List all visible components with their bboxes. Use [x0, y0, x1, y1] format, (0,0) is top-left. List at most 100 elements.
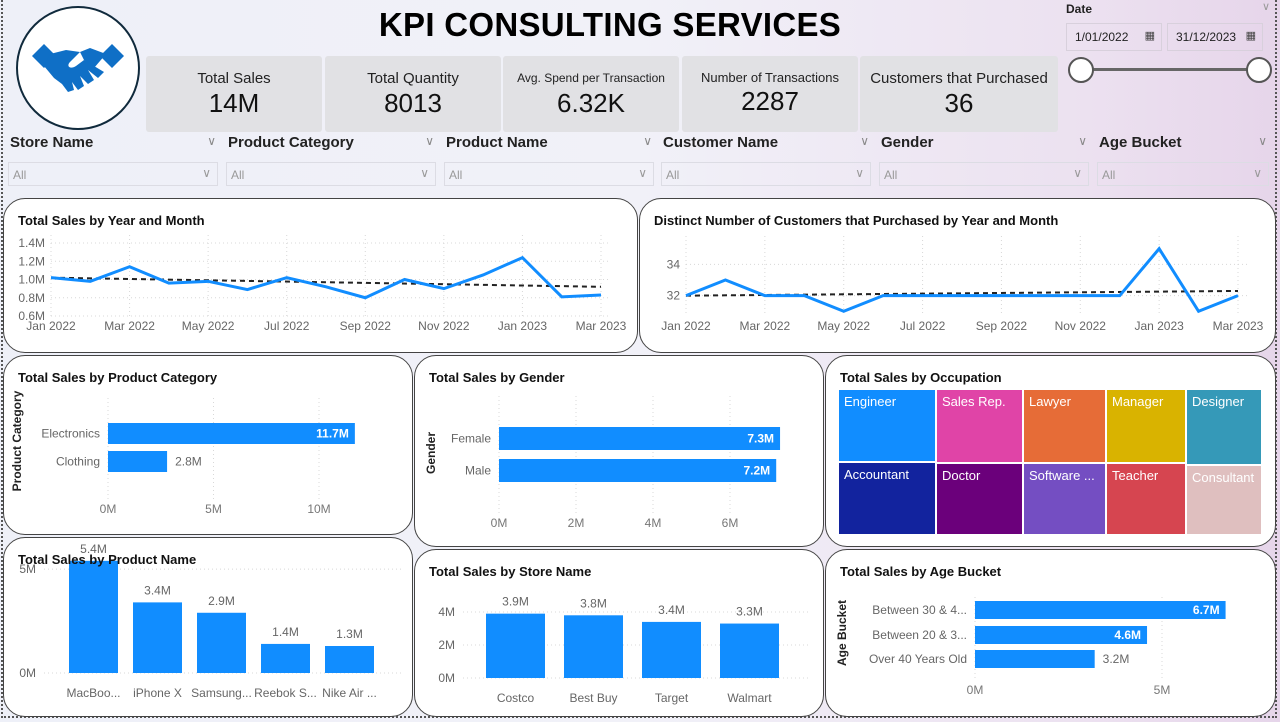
treemap: Engineer Accountant Sales Rep. Doctor Lawyer… — [838, 389, 1262, 535]
date-range-start-handle[interactable] — [1068, 57, 1094, 83]
bar — [108, 423, 355, 444]
column-chart-svg: 0M 2M 4M 3.9M Costco 3.8M Best Buy 3.4M Target 3.… — [438, 595, 810, 705]
chart-sales-by-occupation[interactable]: Total Sales by Occupation Engineer Accoun… — [825, 355, 1276, 547]
x-tick-label: Jul 2022 — [264, 319, 310, 333]
treemap-cell[interactable]: Sales Rep. — [936, 389, 1023, 463]
slicer-dropdown[interactable]: All ∨ — [8, 162, 218, 186]
category-label: Walmart — [727, 691, 772, 705]
chart-sales-by-age[interactable]: Total Sales by Age Bucket 0M 5M Age Bucket… — [825, 549, 1276, 717]
x-tick-label: Mar 2023 — [576, 319, 627, 333]
data-label: 5.4M — [80, 542, 107, 556]
bar — [499, 427, 781, 450]
slicer-customer-name: Customer Name ∨ All ∨ — [661, 132, 871, 190]
chevron-down-icon[interactable]: ∨ — [1258, 134, 1267, 148]
date-range-track[interactable] — [1080, 68, 1258, 71]
start-date-input[interactable]: 1/01/2022 ▦ — [1066, 23, 1162, 51]
calendar-icon[interactable]: ▦ — [1144, 30, 1155, 42]
data-label: 3.8M — [580, 596, 607, 610]
kpi-avg-spend: Avg. Spend per Transaction 6.32K — [503, 56, 679, 132]
chart-sales-by-category[interactable]: Total Sales by Product Category 0M 5M 10M P… — [3, 355, 413, 535]
kpi-value: 8013 — [384, 88, 442, 118]
chevron-down-icon: ∨ — [1073, 166, 1082, 180]
y-tick-label: 0M — [438, 671, 455, 685]
slicer-dropdown[interactable]: All ∨ — [1097, 162, 1269, 186]
chart-sales-by-month[interactable]: Total Sales by Year and Month 0.6M 0.8M 1.… — [3, 198, 638, 353]
handshake-icon — [32, 44, 124, 92]
x-tick-label: Mar 2023 — [1213, 319, 1264, 333]
treemap-cell[interactable]: Teacher — [1106, 463, 1186, 535]
y-tick-label: 0.6M — [18, 309, 45, 323]
chart-title: Total Sales by Year and Month — [18, 213, 205, 228]
chevron-down-icon[interactable]: ∨ — [207, 134, 216, 148]
data-label: 4.6M — [1114, 628, 1141, 642]
chart-title: Total Sales by Gender — [429, 370, 565, 385]
date-range-end-handle[interactable] — [1246, 57, 1272, 83]
category-label: Over 40 Years Old — [869, 652, 967, 666]
x-tick-label: May 2022 — [182, 319, 235, 333]
chevron-down-icon[interactable]: ∨ — [1261, 1, 1270, 13]
slicer-dropdown[interactable]: All ∨ — [226, 162, 436, 186]
bar — [975, 601, 1226, 619]
chart-title: Total Sales by Store Name — [429, 564, 592, 579]
bar — [197, 612, 246, 673]
chart-customers-by-month[interactable]: Distinct Number of Customers that Purcha… — [639, 198, 1276, 353]
y-tick-label: 0M — [19, 666, 36, 680]
y-tick-label: 34 — [667, 257, 681, 271]
chevron-down-icon: ∨ — [1253, 166, 1262, 180]
chevron-down-icon: ∨ — [855, 166, 864, 180]
slicer-age-bucket: Age Bucket ∨ All ∨ — [1097, 132, 1269, 190]
kpi-customers: Customers that Purchased 36 — [860, 56, 1058, 132]
treemap-cell[interactable]: Lawyer — [1023, 389, 1106, 463]
calendar-icon[interactable]: ▦ — [1245, 30, 1256, 42]
data-label: 7.3M — [747, 432, 774, 446]
chevron-down-icon[interactable]: ∨ — [1078, 134, 1087, 148]
category-label: Between 30 & 4... — [872, 603, 967, 617]
end-date-input[interactable]: 31/12/2023 ▦ — [1167, 23, 1263, 51]
chart-title: Distinct Number of Customers that Purcha… — [654, 213, 1059, 228]
bar — [108, 451, 168, 472]
x-tick-label: Jan 2022 — [26, 319, 76, 333]
kpi-value: 6.32K — [557, 88, 625, 118]
x-tick-label: Sep 2022 — [976, 319, 1028, 333]
company-logo — [16, 6, 140, 130]
bar — [642, 621, 701, 678]
kpi-value: 36 — [944, 88, 974, 118]
chevron-down-icon[interactable]: ∨ — [643, 134, 652, 148]
y-axis-title: Product Category — [10, 390, 24, 491]
chart-sales-by-gender[interactable]: Total Sales by Gender 0M 2M 4M 6M Gender Fema… — [414, 355, 824, 547]
date-slicer-label: Date — [1066, 2, 1093, 16]
x-tick-label: 0M — [100, 502, 117, 516]
slicer-value: All — [231, 168, 245, 182]
chevron-down-icon[interactable]: ∨ — [860, 134, 869, 148]
treemap-cell[interactable]: Software ... — [1023, 463, 1106, 535]
slicer-dropdown[interactable]: All ∨ — [879, 162, 1089, 186]
data-label: 3.4M — [144, 583, 171, 597]
chevron-down-icon[interactable]: ∨ — [425, 134, 434, 148]
slicer-label: Customer Name — [663, 134, 779, 151]
chart-title: Total Sales by Product Category — [18, 370, 218, 385]
slicer-dropdown[interactable]: All ∨ — [661, 162, 871, 186]
bar-chart-svg: 0M 2M 4M 6M Gender Female 7.3M Male 7.2M — [424, 396, 781, 530]
treemap-cell[interactable]: Accountant — [838, 462, 936, 535]
bar — [720, 623, 779, 678]
slicer-label: Store Name — [10, 134, 94, 151]
x-tick-label: 2M — [568, 516, 585, 530]
y-tick-label: 1.0M — [18, 273, 45, 287]
treemap-cell[interactable]: Manager — [1106, 389, 1186, 463]
treemap-cell[interactable]: Designer — [1186, 389, 1262, 465]
treemap-cell[interactable]: Engineer — [838, 389, 936, 462]
data-label: 3.9M — [502, 595, 529, 609]
slicer-label: Product Name — [446, 134, 548, 151]
date-slicer: Date ∨ 1/01/2022 ▦ 31/12/2023 ▦ — [1062, 0, 1276, 130]
bar — [975, 650, 1095, 668]
y-tick-label: 2M — [438, 638, 455, 652]
slicer-dropdown[interactable]: All ∨ — [444, 162, 654, 186]
treemap-cell[interactable]: Consultant — [1186, 465, 1262, 535]
treemap-cell[interactable]: Doctor — [936, 463, 1023, 535]
data-label: 3.2M — [1103, 652, 1130, 666]
y-tick-label: 5M — [19, 562, 36, 576]
slicer-value: All — [449, 168, 463, 182]
chart-sales-by-store[interactable]: Total Sales by Store Name 0M 2M 4M 3.9M Cost… — [414, 549, 824, 717]
data-label: 6.7M — [1193, 603, 1220, 617]
chart-sales-by-product[interactable]: Total Sales by Product Name 0M 5M 5.4M MacB… — [3, 537, 413, 717]
